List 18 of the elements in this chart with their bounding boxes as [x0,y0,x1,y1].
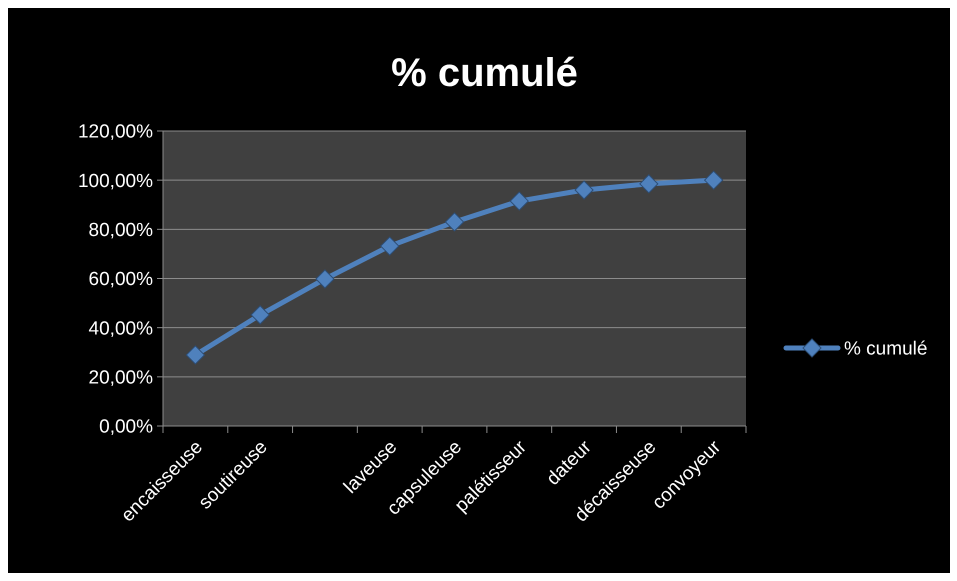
point [574,180,594,200]
y-tick-label: 120,00% [78,122,154,143]
legend-label: % cumulé [844,338,928,360]
point [380,236,400,256]
y-tick-label: 60,00% [88,269,154,290]
y-tick-label: 0,00% [99,416,154,438]
chart-title: % cumulé [391,51,578,95]
point [510,192,529,211]
point [445,212,464,232]
y-tick-label: 80,00% [88,220,154,241]
point [704,170,724,190]
y-tick-label: 20,00% [88,367,154,388]
y-tick-label: 40,00% [88,318,154,340]
y-tick-label: 100,00% [78,170,154,192]
point [315,269,334,288]
point [250,305,270,324]
point [639,174,658,194]
point [186,345,205,364]
